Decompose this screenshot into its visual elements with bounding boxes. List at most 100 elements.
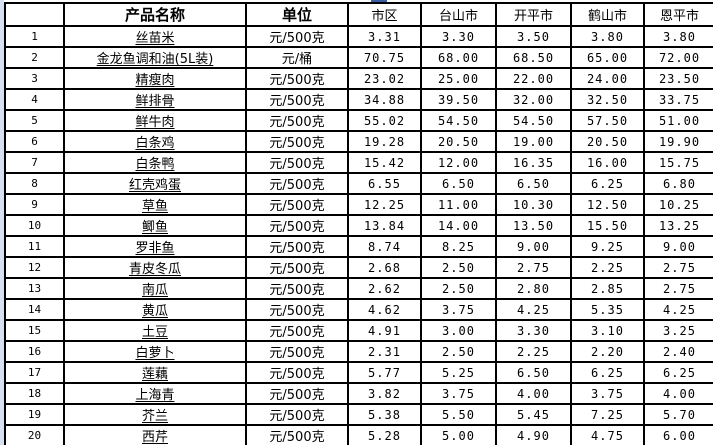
price-cell[interactable]: 20.50 xyxy=(570,130,645,153)
unit-cell[interactable]: 元/500克 xyxy=(245,361,349,384)
price-cell[interactable]: 2.75 xyxy=(495,256,572,279)
row-number-cell[interactable]: 12 xyxy=(4,256,65,279)
price-cell[interactable]: 6.50 xyxy=(495,172,572,195)
price-cell[interactable]: 2.80 xyxy=(495,277,572,300)
row-number-cell[interactable]: 7 xyxy=(4,151,65,174)
price-cell[interactable]: 54.50 xyxy=(495,109,572,132)
price-cell[interactable]: 3.75 xyxy=(420,298,497,321)
price-cell[interactable]: 4.00 xyxy=(495,382,572,405)
price-cell[interactable]: 6.25 xyxy=(643,361,713,384)
price-cell[interactable]: 6.25 xyxy=(570,172,645,195)
product-name-cell[interactable]: 青皮冬瓜 xyxy=(63,256,247,279)
col-header-product-name[interactable]: 产品名称 xyxy=(63,2,247,27)
price-cell[interactable]: 12.50 xyxy=(570,193,645,216)
row-number-cell[interactable]: 13 xyxy=(4,277,65,300)
price-cell[interactable]: 3.00 xyxy=(420,319,497,342)
price-cell[interactable]: 32.50 xyxy=(570,88,645,111)
row-number-cell[interactable]: 6 xyxy=(4,130,65,153)
price-cell[interactable]: 6.55 xyxy=(347,172,422,195)
row-number-cell[interactable]: 4 xyxy=(4,88,65,111)
price-cell[interactable]: 14.00 xyxy=(420,214,497,237)
price-cell[interactable]: 9.00 xyxy=(643,235,713,258)
price-cell[interactable]: 2.85 xyxy=(570,277,645,300)
price-cell[interactable]: 57.50 xyxy=(570,109,645,132)
price-cell[interactable]: 51.00 xyxy=(643,109,713,132)
unit-cell[interactable]: 元/500克 xyxy=(245,340,349,363)
product-name-cell[interactable]: 鲜排骨 xyxy=(63,88,247,111)
price-cell[interactable]: 15.50 xyxy=(570,214,645,237)
price-cell[interactable]: 4.25 xyxy=(495,298,572,321)
row-number-cell[interactable]: 5 xyxy=(4,109,65,132)
price-cell[interactable]: 2.62 xyxy=(347,277,422,300)
price-cell[interactable]: 16.35 xyxy=(495,151,572,174)
product-name-cell[interactable]: 鲜牛肉 xyxy=(63,109,247,132)
product-name-cell[interactable]: 白条鸭 xyxy=(63,151,247,174)
product-name-cell[interactable]: 芥兰 xyxy=(63,403,247,426)
price-cell[interactable]: 4.62 xyxy=(347,298,422,321)
unit-cell[interactable]: 元/500克 xyxy=(245,172,349,195)
product-name-cell[interactable]: 土豆 xyxy=(63,319,247,342)
row-number-cell[interactable]: 17 xyxy=(4,361,65,384)
price-cell[interactable]: 6.50 xyxy=(495,361,572,384)
price-cell[interactable]: 5.70 xyxy=(643,403,713,426)
price-cell[interactable]: 12.00 xyxy=(420,151,497,174)
price-cell[interactable]: 2.50 xyxy=(420,340,497,363)
price-cell[interactable]: 23.50 xyxy=(643,67,713,90)
price-cell[interactable]: 54.50 xyxy=(420,109,497,132)
price-cell[interactable]: 7.25 xyxy=(570,403,645,426)
price-cell[interactable]: 15.75 xyxy=(643,151,713,174)
price-cell[interactable]: 2.68 xyxy=(347,256,422,279)
price-cell[interactable]: 32.00 xyxy=(495,88,572,111)
unit-cell[interactable]: 元/500克 xyxy=(245,214,349,237)
price-cell[interactable]: 6.00 xyxy=(643,424,713,445)
row-number-cell[interactable]: 8 xyxy=(4,172,65,195)
price-cell[interactable]: 2.40 xyxy=(643,340,713,363)
row-number-cell[interactable]: 9 xyxy=(4,193,65,216)
price-cell[interactable]: 34.88 xyxy=(347,88,422,111)
col-header-city-heshan[interactable]: 鹤山市 xyxy=(570,2,645,27)
unit-cell[interactable]: 元/500克 xyxy=(245,298,349,321)
price-cell[interactable]: 10.30 xyxy=(495,193,572,216)
price-cell[interactable]: 15.42 xyxy=(347,151,422,174)
col-header-unit[interactable]: 单位 xyxy=(245,2,349,27)
price-cell[interactable]: 6.80 xyxy=(643,172,713,195)
price-cell[interactable]: 72.00 xyxy=(643,46,713,69)
price-cell[interactable]: 13.50 xyxy=(495,214,572,237)
unit-cell[interactable]: 元/500克 xyxy=(245,382,349,405)
price-cell[interactable]: 5.38 xyxy=(347,403,422,426)
price-cell[interactable]: 8.74 xyxy=(347,235,422,258)
unit-cell[interactable]: 元/500克 xyxy=(245,25,349,48)
price-cell[interactable]: 11.00 xyxy=(420,193,497,216)
row-number-cell[interactable]: 3 xyxy=(4,67,65,90)
row-number-cell[interactable]: 2 xyxy=(4,46,65,69)
price-cell[interactable]: 9.00 xyxy=(495,235,572,258)
col-header-city-shiqu[interactable]: 市区 xyxy=(347,2,422,27)
price-cell[interactable]: 5.00 xyxy=(420,424,497,445)
price-cell[interactable]: 3.82 xyxy=(347,382,422,405)
product-name-cell[interactable]: 金龙鱼调和油(5L装) xyxy=(63,46,247,69)
col-header-row-number[interactable] xyxy=(4,2,65,27)
price-cell[interactable]: 25.00 xyxy=(420,67,497,90)
price-cell[interactable]: 2.20 xyxy=(570,340,645,363)
price-cell[interactable]: 2.75 xyxy=(643,277,713,300)
product-name-cell[interactable]: 黄瓜 xyxy=(63,298,247,321)
price-cell[interactable]: 3.50 xyxy=(495,25,572,48)
col-header-city-enping[interactable]: 恩平市 xyxy=(643,2,713,27)
row-number-cell[interactable]: 15 xyxy=(4,319,65,342)
price-cell[interactable]: 4.00 xyxy=(643,382,713,405)
price-cell[interactable]: 2.31 xyxy=(347,340,422,363)
row-number-cell[interactable]: 1 xyxy=(4,25,65,48)
price-cell[interactable]: 19.90 xyxy=(643,130,713,153)
col-header-city-kaiping[interactable]: 开平市 xyxy=(495,2,572,27)
product-name-cell[interactable]: 西芹 xyxy=(63,424,247,445)
product-name-cell[interactable]: 草鱼 xyxy=(63,193,247,216)
unit-cell[interactable]: 元/500克 xyxy=(245,319,349,342)
product-name-cell[interactable]: 上海青 xyxy=(63,382,247,405)
product-name-cell[interactable]: 白条鸡 xyxy=(63,130,247,153)
row-number-cell[interactable]: 14 xyxy=(4,298,65,321)
price-cell[interactable]: 4.75 xyxy=(570,424,645,445)
row-number-cell[interactable]: 10 xyxy=(4,214,65,237)
unit-cell[interactable]: 元/500克 xyxy=(245,235,349,258)
price-cell[interactable]: 70.75 xyxy=(347,46,422,69)
price-cell[interactable]: 13.84 xyxy=(347,214,422,237)
